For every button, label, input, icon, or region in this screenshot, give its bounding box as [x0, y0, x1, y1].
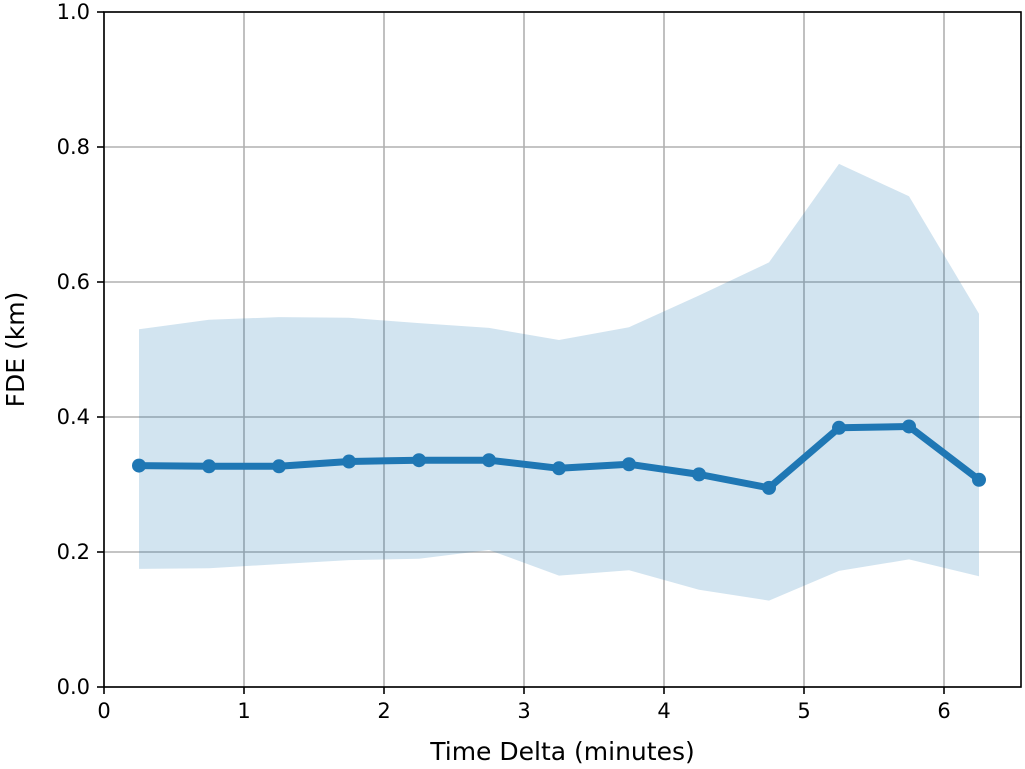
data-point	[202, 459, 216, 474]
y-axis-label: FDE (km)	[1, 292, 30, 408]
x-tick-label: 2	[377, 699, 390, 723]
data-point	[132, 458, 146, 473]
data-point	[552, 461, 566, 476]
x-tick-label: 1	[237, 699, 250, 723]
data-point	[762, 480, 776, 495]
x-tick-label: 4	[657, 699, 670, 723]
x-axis-ticks: 0 1 2 3 4 5 6	[97, 687, 951, 723]
x-tick-label: 3	[517, 699, 530, 723]
data-point	[272, 459, 286, 474]
marker-layer	[132, 419, 986, 495]
data-point	[972, 472, 986, 487]
y-tick-label: 1.0	[57, 0, 90, 24]
y-tick-label: 0.4	[57, 405, 90, 429]
plot-frame	[103, 11, 1022, 688]
y-tick-label: 0.8	[57, 135, 90, 159]
data-point	[482, 453, 496, 468]
y-axis-ticks: 0.0 0.2 0.4 0.6 0.8 1.0	[57, 0, 104, 699]
data-point	[622, 457, 636, 472]
y-tick-label: 0.0	[57, 675, 90, 699]
y-tick-label: 0.2	[57, 540, 90, 564]
x-tick-label: 0	[97, 699, 110, 723]
x-axis-label: Time Delta (minutes)	[429, 737, 694, 766]
x-tick-label: 5	[797, 699, 810, 723]
data-point	[342, 454, 356, 469]
data-point	[692, 467, 706, 482]
data-point	[832, 420, 846, 435]
x-tick-label: 6	[937, 699, 950, 723]
y-tick-label: 0.6	[57, 270, 90, 294]
data-point	[902, 419, 916, 434]
data-point	[412, 453, 426, 468]
